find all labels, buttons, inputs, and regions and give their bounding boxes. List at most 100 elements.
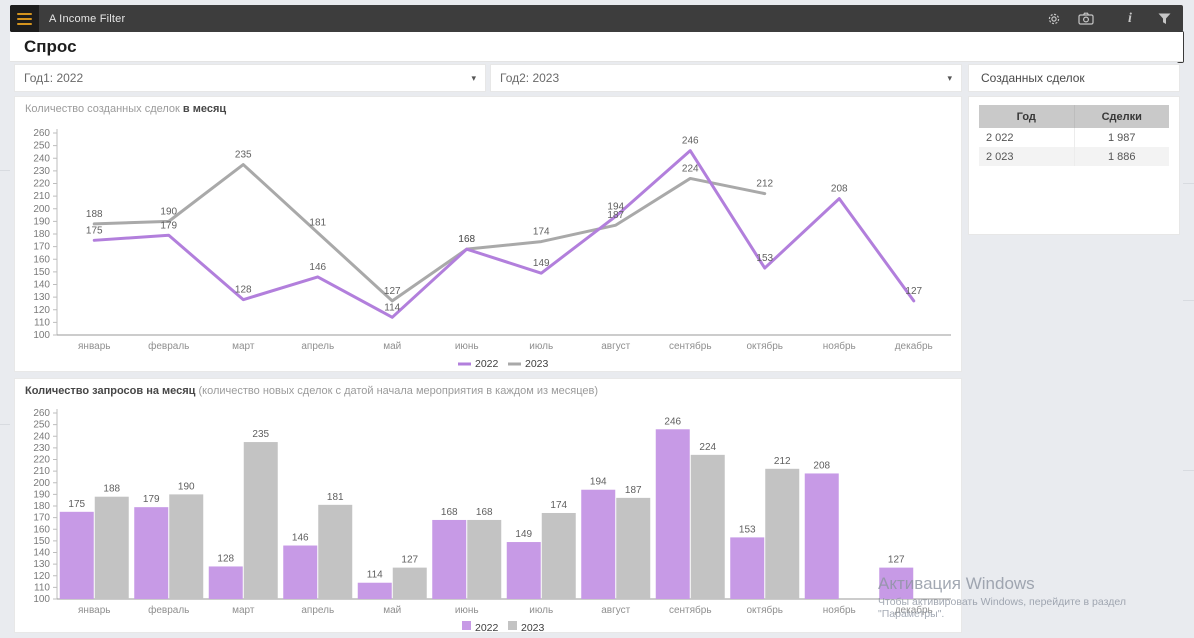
svg-text:153: 153 bbox=[756, 253, 773, 264]
svg-text:240: 240 bbox=[33, 431, 50, 442]
camera-icon bbox=[1078, 12, 1094, 25]
svg-text:153: 153 bbox=[739, 524, 756, 535]
table-column-header[interactable]: Год bbox=[979, 105, 1075, 128]
svg-text:181: 181 bbox=[327, 492, 344, 503]
svg-text:250: 250 bbox=[33, 420, 50, 431]
svg-text:160: 160 bbox=[33, 524, 50, 535]
svg-text:150: 150 bbox=[33, 536, 50, 547]
svg-text:сентябрь: сентябрь bbox=[669, 604, 712, 616]
filter-year2-dropdown[interactable]: Год2: 2023 ▾ bbox=[490, 64, 962, 92]
svg-text:январь: январь bbox=[78, 605, 110, 616]
svg-text:187: 187 bbox=[607, 210, 624, 221]
svg-text:114: 114 bbox=[384, 302, 400, 313]
svg-text:212: 212 bbox=[756, 179, 773, 190]
snapshot-button[interactable] bbox=[1073, 5, 1099, 32]
gutter-divider bbox=[1183, 300, 1194, 301]
app-header: A Income Filter i bbox=[10, 5, 1183, 32]
gutter-divider bbox=[0, 424, 10, 425]
svg-text:170: 170 bbox=[33, 242, 50, 253]
deals-panel-title: Созданных сделок bbox=[981, 71, 1085, 85]
svg-text:июль: июль bbox=[529, 605, 553, 616]
svg-text:250: 250 bbox=[33, 141, 50, 152]
filter-button[interactable] bbox=[1151, 5, 1177, 32]
svg-text:декабрь: декабрь bbox=[895, 340, 933, 352]
svg-text:210: 210 bbox=[33, 191, 50, 202]
bar-chart-title: Количество запросов на месяц (количество… bbox=[25, 385, 599, 397]
svg-text:140: 140 bbox=[33, 548, 50, 559]
svg-text:127: 127 bbox=[905, 286, 922, 297]
svg-text:127: 127 bbox=[888, 555, 905, 566]
funnel-icon bbox=[1158, 13, 1171, 25]
table-row[interactable]: 2 022 1 987 bbox=[979, 128, 1169, 147]
svg-text:220: 220 bbox=[33, 455, 50, 466]
svg-text:220: 220 bbox=[33, 179, 50, 190]
svg-text:2023: 2023 bbox=[525, 358, 549, 370]
svg-text:сентябрь: сентябрь bbox=[669, 340, 712, 352]
svg-text:март: март bbox=[232, 605, 255, 616]
bar-chart-card: Количество запросов на месяц (количество… bbox=[14, 378, 962, 634]
info-button[interactable]: i bbox=[1117, 5, 1143, 32]
svg-text:ноябрь: ноябрь bbox=[823, 340, 856, 352]
svg-text:179: 179 bbox=[160, 220, 177, 231]
svg-text:174: 174 bbox=[550, 500, 567, 511]
svg-text:октябрь: октябрь bbox=[746, 340, 783, 352]
svg-text:130: 130 bbox=[33, 559, 50, 570]
svg-text:2022: 2022 bbox=[475, 622, 499, 633]
svg-text:168: 168 bbox=[476, 507, 493, 518]
svg-text:август: август bbox=[601, 605, 630, 616]
page-title: Спрос bbox=[24, 36, 77, 56]
bar-chart[interactable]: 260 250 240 230 220 210 200 190 180 170 160 150 140 1… bbox=[17, 403, 961, 638]
svg-text:179: 179 bbox=[143, 494, 160, 505]
svg-text:235: 235 bbox=[235, 150, 252, 161]
deals-table[interactable]: Год Сделки 2 022 1 987 2 023 1 886 bbox=[979, 105, 1169, 166]
svg-text:100: 100 bbox=[33, 330, 50, 341]
svg-text:апрель: апрель bbox=[301, 605, 334, 616]
svg-text:260: 260 bbox=[33, 408, 50, 419]
svg-text:174: 174 bbox=[533, 227, 550, 238]
svg-text:260: 260 bbox=[33, 128, 50, 139]
settings-button[interactable] bbox=[1041, 5, 1067, 32]
svg-text:190: 190 bbox=[33, 489, 50, 500]
gutter-divider bbox=[1183, 470, 1194, 471]
svg-text:187: 187 bbox=[625, 485, 642, 496]
svg-text:175: 175 bbox=[86, 225, 103, 236]
svg-text:110: 110 bbox=[34, 582, 50, 593]
hamburger-icon bbox=[17, 12, 32, 15]
svg-text:246: 246 bbox=[682, 136, 699, 147]
svg-text:114: 114 bbox=[367, 570, 383, 581]
svg-text:июнь: июнь bbox=[455, 341, 479, 352]
hamburger-menu-button[interactable] bbox=[10, 5, 39, 32]
svg-text:130: 130 bbox=[33, 292, 50, 303]
svg-text:октябрь: октябрь bbox=[746, 604, 783, 616]
svg-text:150: 150 bbox=[33, 267, 50, 278]
table-row[interactable]: 2 023 1 886 bbox=[979, 147, 1169, 166]
gutter-divider bbox=[1183, 183, 1194, 184]
svg-text:210: 210 bbox=[33, 466, 50, 477]
info-icon: i bbox=[1128, 10, 1132, 26]
svg-text:194: 194 bbox=[590, 477, 607, 488]
svg-text:128: 128 bbox=[217, 553, 234, 564]
svg-text:240: 240 bbox=[33, 153, 50, 164]
chart-svg: 2602502402302202102001901801701601501401… bbox=[33, 128, 951, 370]
filter-year1-label: Год1: 2022 bbox=[24, 71, 84, 85]
svg-text:146: 146 bbox=[292, 533, 309, 544]
svg-text:200: 200 bbox=[33, 478, 50, 489]
svg-text:110: 110 bbox=[34, 317, 50, 328]
svg-text:180: 180 bbox=[33, 229, 50, 240]
svg-text:188: 188 bbox=[86, 209, 103, 220]
svg-text:208: 208 bbox=[831, 184, 848, 195]
svg-text:июнь: июнь bbox=[455, 605, 479, 616]
table-column-header[interactable]: Сделки bbox=[1074, 105, 1169, 128]
svg-text:120: 120 bbox=[33, 571, 50, 582]
svg-text:170: 170 bbox=[33, 513, 50, 524]
filter-year1-dropdown[interactable]: Год1: 2022 ▾ bbox=[14, 64, 486, 92]
svg-text:127: 127 bbox=[384, 286, 401, 297]
svg-text:175: 175 bbox=[68, 499, 85, 510]
page-title-bar: Спрос bbox=[10, 32, 1183, 62]
svg-text:181: 181 bbox=[309, 218, 326, 229]
line-chart[interactable]: 260 250 240 230 220 210 200 190 180 170 160 150 140 1… bbox=[17, 121, 961, 376]
svg-text:2023: 2023 bbox=[521, 622, 545, 633]
svg-text:149: 149 bbox=[515, 529, 532, 540]
svg-text:246: 246 bbox=[664, 416, 681, 427]
chart-svg: 2602502402302202102001901801701601501401… bbox=[33, 408, 951, 634]
